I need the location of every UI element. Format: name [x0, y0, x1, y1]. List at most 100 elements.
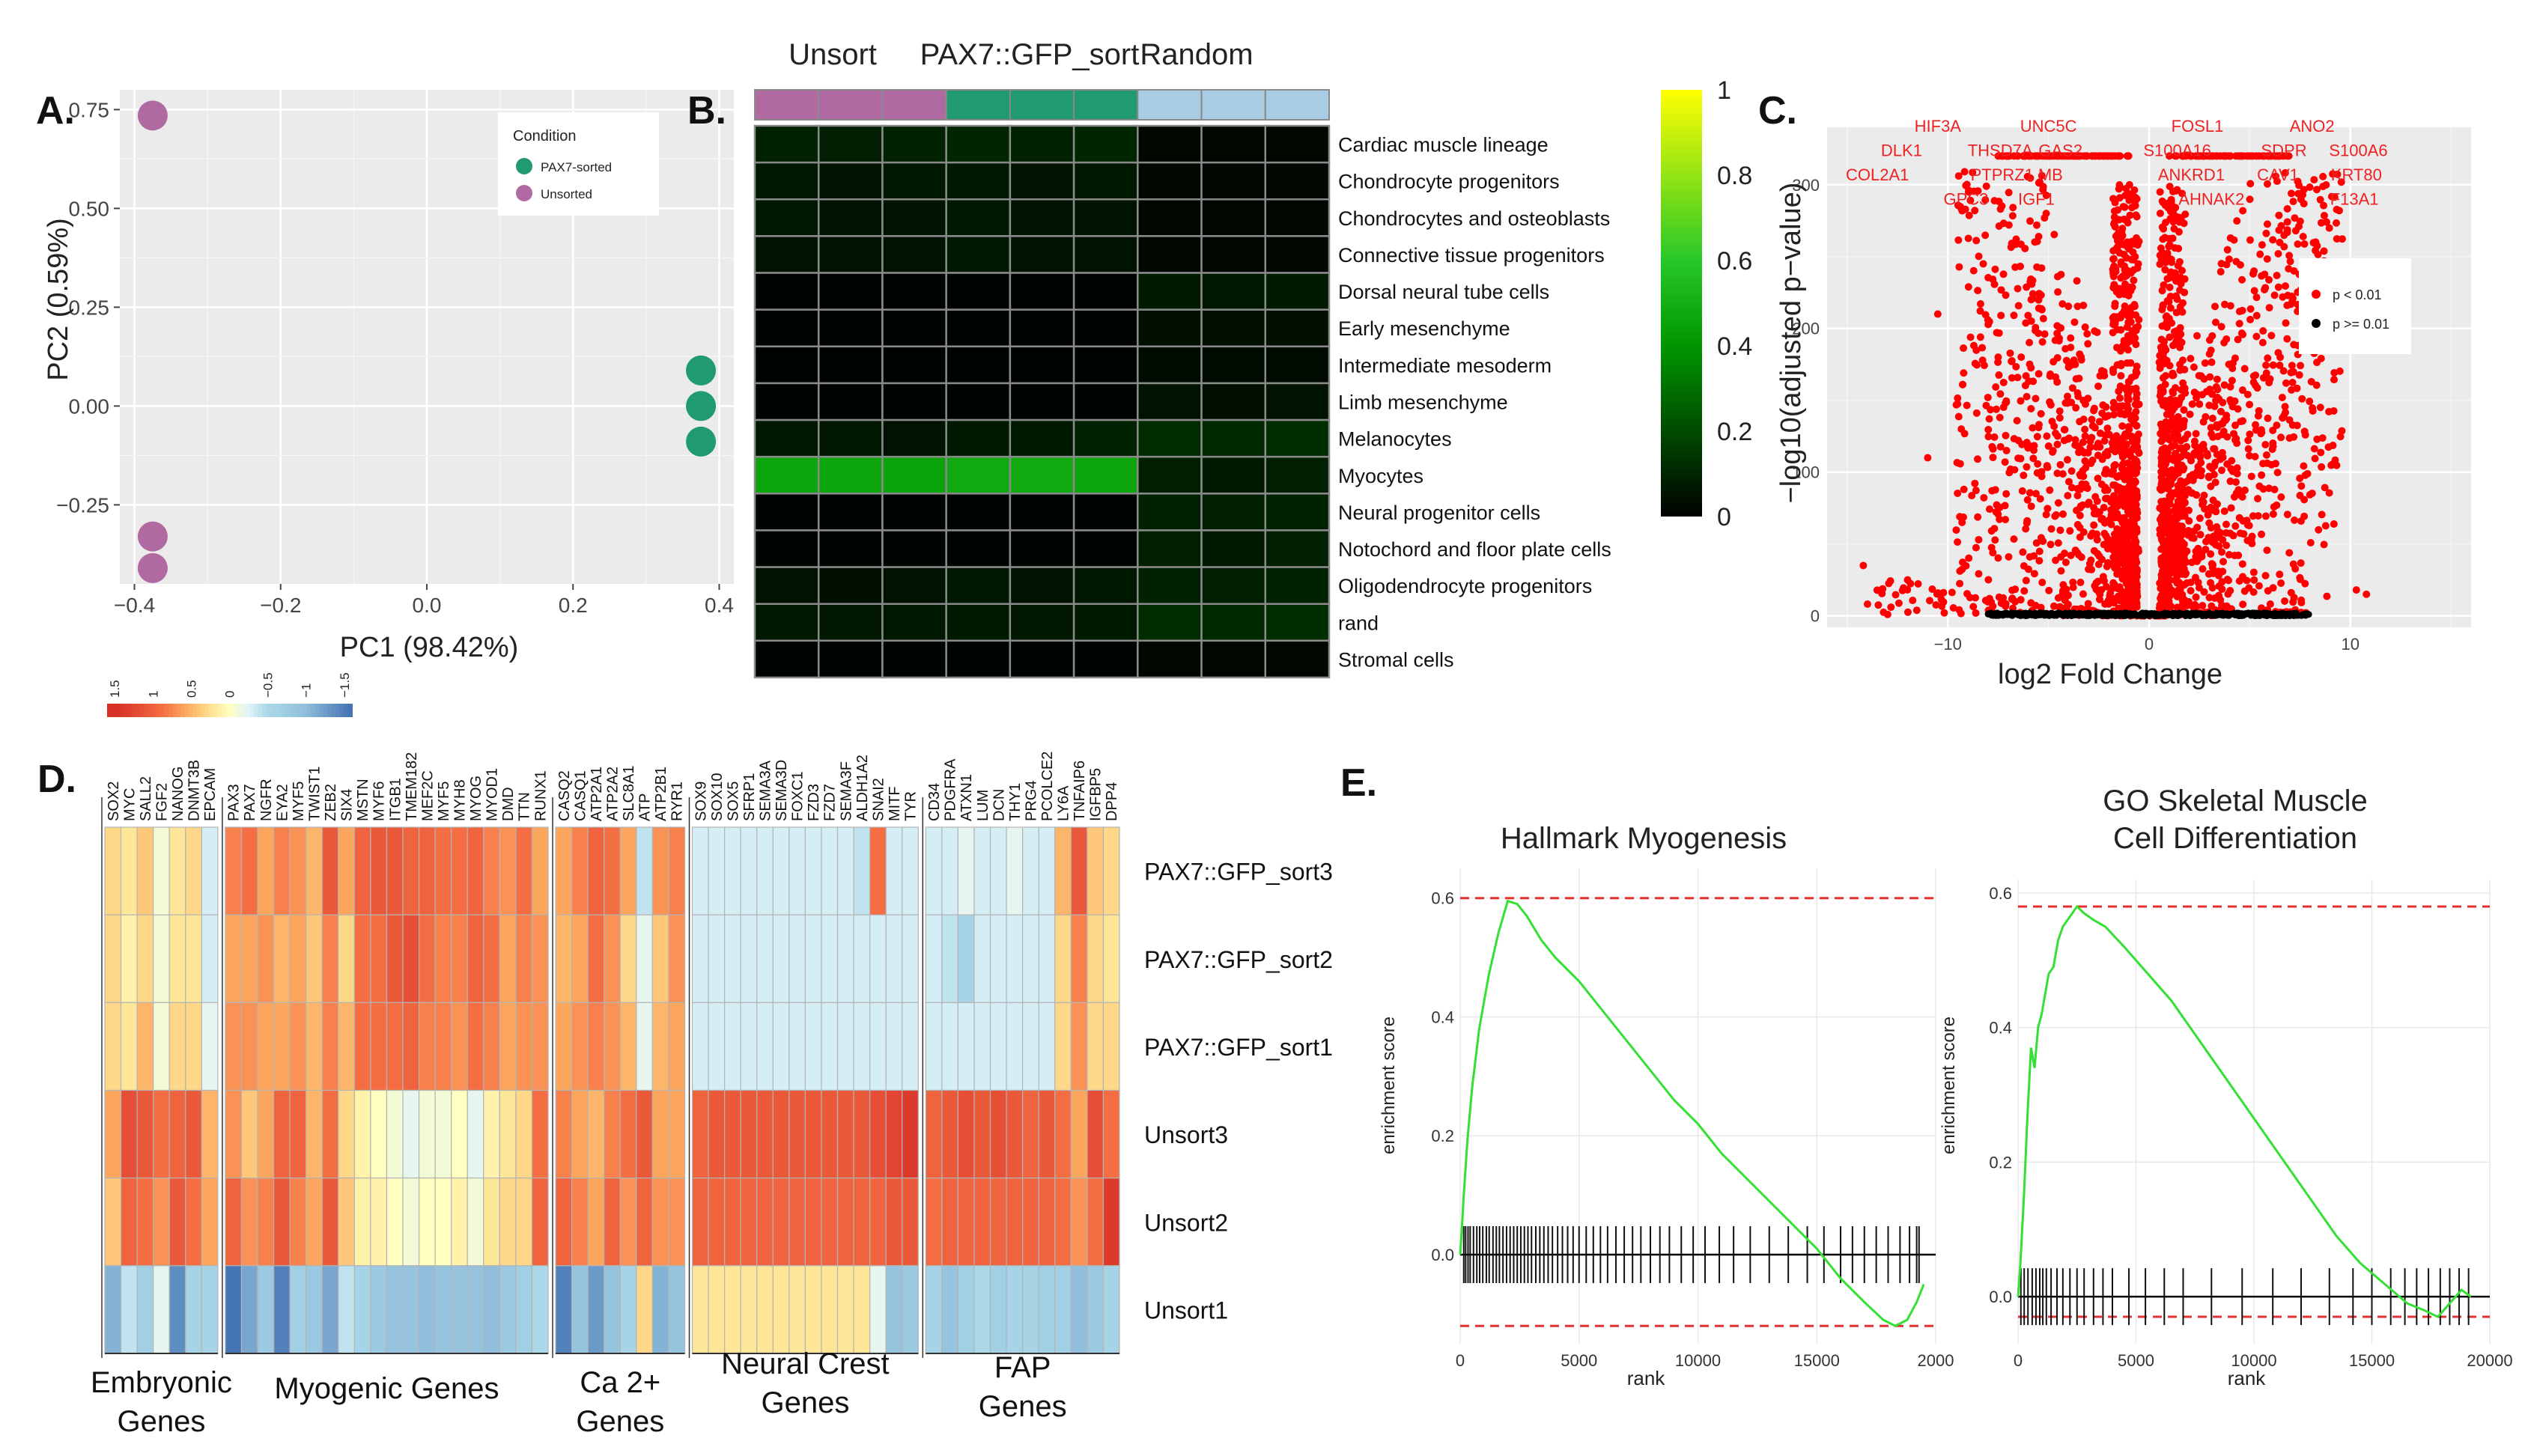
panel-c-point: [1949, 603, 1957, 612]
panel-a-point: [686, 426, 717, 457]
panel-d-scale-segment: [139, 704, 145, 717]
panel-c-point: [2087, 531, 2095, 540]
panel-c-point: [2314, 251, 2322, 259]
panel-c-point: [1954, 394, 1962, 402]
panel-c-point: [2252, 371, 2260, 380]
panel-b-heatmap-cell: [817, 603, 884, 642]
panel-b-heatmap-cell: [1009, 382, 1075, 421]
panel-c-point: [2244, 445, 2252, 453]
panel-d-heatmap-cell: [306, 1002, 323, 1091]
panel-c-point: [2239, 330, 2247, 338]
panel-d-scale-segment: [294, 704, 300, 717]
panel-c-point: [2306, 183, 2314, 192]
panel-e1-xtick-label: 5000: [1561, 1351, 1597, 1370]
panel-d-heatmap-cell: [418, 1002, 436, 1091]
panel-b-heatmap-cell: [1072, 308, 1139, 348]
panel-c-point: [2258, 471, 2266, 479]
panel-c-point: [2214, 571, 2222, 579]
panel-c-point: [2117, 516, 2125, 524]
panel-d-scale-segment: [286, 704, 292, 717]
panel-c-point: [2024, 311, 2032, 320]
panel-c-point: [1968, 492, 1976, 500]
panel-d-heatmap-cell: [708, 826, 726, 916]
panel-c-point: [2002, 397, 2011, 405]
panel-c-point: [2277, 493, 2285, 502]
panel-c-point: [2116, 570, 2124, 578]
panel-c-point: [2181, 288, 2189, 296]
panel-c-point: [2246, 305, 2255, 313]
panel-c-point: [2285, 252, 2294, 260]
panel-c-point: [2050, 422, 2058, 430]
panel-d-gene-label: CASQ2: [556, 770, 573, 821]
panel-d-heatmap-cell: [1022, 826, 1039, 916]
panel-c-point: [1994, 353, 2002, 362]
panel-d-heatmap-cell: [587, 1002, 605, 1091]
panel-c-point: [1887, 603, 1895, 612]
panel-c-point: [1981, 231, 1990, 240]
panel-d-gene-label: ATP2B1: [653, 767, 669, 821]
panel-b-heatmap-cell: [1072, 418, 1139, 458]
panel-c-point: [2076, 579, 2085, 587]
panel-c-point: [2208, 414, 2216, 422]
panel-d-heatmap-cell: [619, 1089, 637, 1179]
panel-c-point: [2161, 380, 2169, 389]
panel-c-point: [2310, 445, 2318, 453]
panel-c-point: [2169, 456, 2178, 464]
panel-d-gene-label: PAX3: [226, 784, 243, 821]
panel-c-point: [2008, 212, 2017, 220]
panel-c-point: [2156, 504, 2164, 512]
panel-d-heatmap-cell: [1038, 826, 1056, 916]
panel-c-point: [2207, 550, 2215, 558]
panel-d-heatmap-cell: [619, 1265, 637, 1354]
panel-c-point: [2096, 443, 2104, 451]
panel-d-heatmap-cell: [1102, 1265, 1120, 1354]
panel-c-point: [2117, 359, 2125, 368]
panel-c-point: [2216, 407, 2225, 415]
panel-c-point: [2056, 460, 2064, 469]
panel-c-point: [2029, 454, 2038, 463]
panel-c-point: [2128, 518, 2136, 526]
panel-c-point: [2079, 301, 2088, 309]
panel-c-point: [2061, 152, 2069, 160]
panel-c-point: [2274, 283, 2282, 291]
panel-b-heatmap-cell: [817, 308, 884, 348]
panel-c-legend: p < 0.01 p >= 0.01: [2299, 258, 2411, 354]
panel-c-point: [1960, 344, 1968, 353]
panel-c-point: [1960, 430, 1969, 438]
panel-b-group-bar-cell: [945, 89, 1011, 121]
panel-e2-ytick-label: 0.0: [1989, 1288, 2012, 1306]
panel-b-colorbar-tick-label: 0.4: [1717, 332, 1752, 361]
panel-c-point: [2238, 493, 2246, 501]
panel-d-heatmap-cell: [636, 1178, 653, 1267]
panel-d-heatmap-cell: [740, 1002, 758, 1091]
panel-c-point: [2169, 218, 2178, 226]
panel-d-heatmap-cell: [691, 826, 709, 916]
panel-c-point: [2028, 280, 2036, 288]
panel-b-heatmap-cell: [817, 124, 884, 164]
panel-c-point: [2201, 359, 2209, 367]
panel-c-point: [1976, 307, 1984, 315]
panel-c-point: [2112, 232, 2120, 240]
panel-c-point: [2054, 288, 2062, 296]
panel-d-heatmap-cell: [370, 826, 388, 916]
panel-c-point: [2011, 597, 2020, 606]
panel-c-point: [2026, 360, 2034, 368]
panel-c-point: [2055, 334, 2063, 342]
panel-d-scale-segment: [249, 704, 255, 717]
panel-b-heatmap-cell: [1072, 124, 1139, 164]
panel-d-gene-label: THY1: [1007, 783, 1024, 821]
panel-c-point: [2067, 484, 2076, 492]
panel-d-heatmap-cell: [756, 914, 774, 1003]
panel-c-point: [2222, 541, 2231, 549]
panel-c-point: [1985, 415, 1993, 423]
panel-d-heatmap-cell: [1102, 1089, 1120, 1179]
panel-c-point: [2073, 277, 2081, 285]
panel-d-gene-label: PDGFRA: [943, 758, 959, 821]
panel-c-point: [2281, 597, 2289, 605]
panel-c-point: [2158, 436, 2166, 445]
panel-d-heatmap-cell: [386, 1265, 404, 1354]
panel-c-point: [2167, 443, 2175, 451]
panel-c-point: [2277, 433, 2285, 442]
panel-d-heatmap-cell: [402, 914, 420, 1003]
